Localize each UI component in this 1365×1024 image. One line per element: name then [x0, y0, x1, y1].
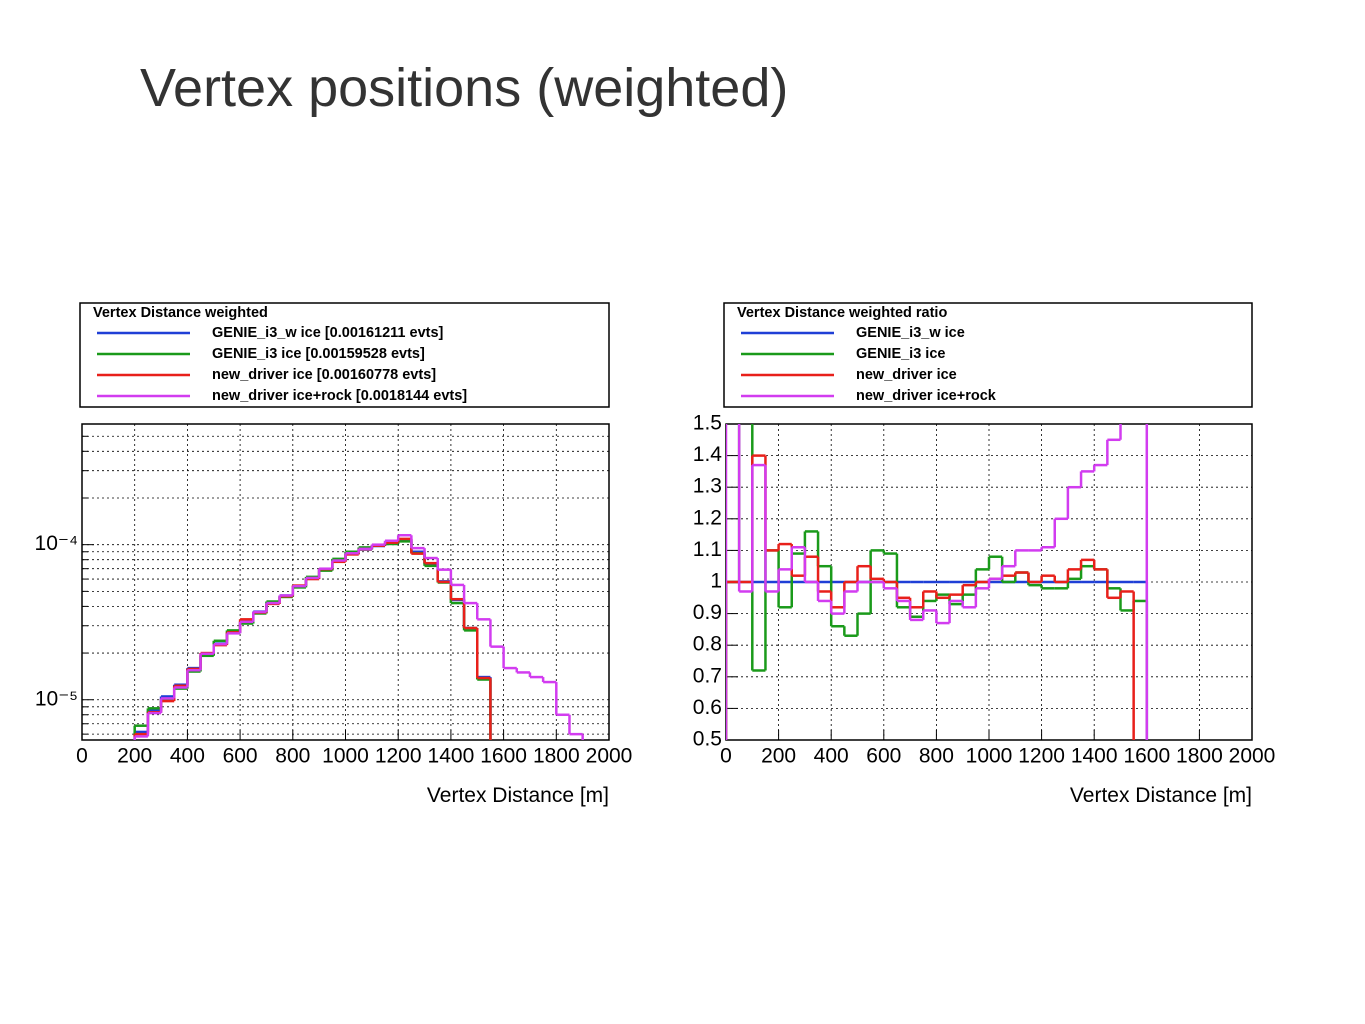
legend-label: new_driver ice+rock [0.0018144 evts]	[212, 388, 467, 404]
chart: Vertex Distance weighted ratio GENIE_i3_w…	[693, 302, 1276, 807]
plot-frame	[81, 423, 610, 741]
x-tick-label: 600	[866, 745, 901, 768]
x-tick-label: 200	[761, 745, 796, 768]
x-tick-label: 400	[170, 745, 205, 768]
x-tick-label: 1800	[533, 745, 580, 768]
x-tick-label: 1400	[428, 745, 475, 768]
legend-label: new_driver ice+rock	[856, 388, 997, 404]
y-tick-label: 1.5	[693, 412, 722, 435]
x-tick-label: 2000	[586, 745, 633, 768]
legend-label: GENIE_i3_w ice	[856, 325, 965, 341]
x-tick-label: 0	[720, 745, 732, 768]
y-tick-label: 1	[710, 570, 722, 593]
x-tick-label: 200	[117, 745, 152, 768]
chart: Vertex Distance weighted GENIE_i3_w ice […	[35, 302, 633, 807]
x-tick-label: 1000	[322, 745, 369, 768]
x-tick-label: 1200	[375, 745, 422, 768]
x-tick-label: 400	[814, 745, 849, 768]
y-tick-label: 0.9	[693, 601, 722, 624]
legend-label: GENIE_i3_w ice [0.00161211 evts]	[212, 325, 444, 341]
x-tick-label: 1200	[1018, 745, 1065, 768]
y-tick-label: 10⁻⁵	[35, 687, 78, 710]
x-tick-label: 1000	[966, 745, 1013, 768]
slide-title: Vertex positions (weighted)	[140, 58, 788, 118]
x-tick-label: 800	[919, 745, 954, 768]
legend-label: GENIE_i3 ice [0.00159528 evts]	[212, 346, 425, 362]
x-tick-label: 2000	[1229, 745, 1276, 768]
y-tick-label: 1.2	[693, 506, 722, 529]
y-tick-label: 1.4	[693, 443, 723, 466]
legend-label: new_driver ice [0.00160778 evts]	[212, 367, 436, 383]
legend-title: Vertex Distance weighted	[93, 305, 268, 321]
x-tick-label: 600	[223, 745, 258, 768]
x-axis-label: Vertex Distance [m]	[427, 784, 609, 807]
x-axis-label: Vertex Distance [m]	[1070, 784, 1252, 807]
y-tick-label: 0.6	[693, 696, 722, 719]
series-group	[133, 534, 584, 740]
y-tick-label: 0.8	[693, 633, 722, 656]
y-tick-label: 10⁻⁴	[35, 532, 78, 555]
y-tick-label: 1.3	[693, 475, 722, 498]
x-tick-label: 1400	[1071, 745, 1118, 768]
y-tick-label: 1.1	[693, 538, 722, 561]
x-tick-label: 800	[275, 745, 310, 768]
series-group	[726, 424, 1149, 740]
x-tick-label: 1600	[480, 745, 527, 768]
x-tick-label: 1600	[1123, 745, 1170, 768]
x-tick-label: 0	[76, 745, 88, 768]
x-tick-label: 1800	[1176, 745, 1223, 768]
legend-label: new_driver ice	[856, 367, 957, 383]
legend-title: Vertex Distance weighted ratio	[737, 305, 947, 321]
y-tick-label: 0.5	[693, 728, 722, 751]
legend-label: GENIE_i3 ice	[856, 346, 945, 362]
y-tick-label: 0.7	[693, 664, 722, 687]
